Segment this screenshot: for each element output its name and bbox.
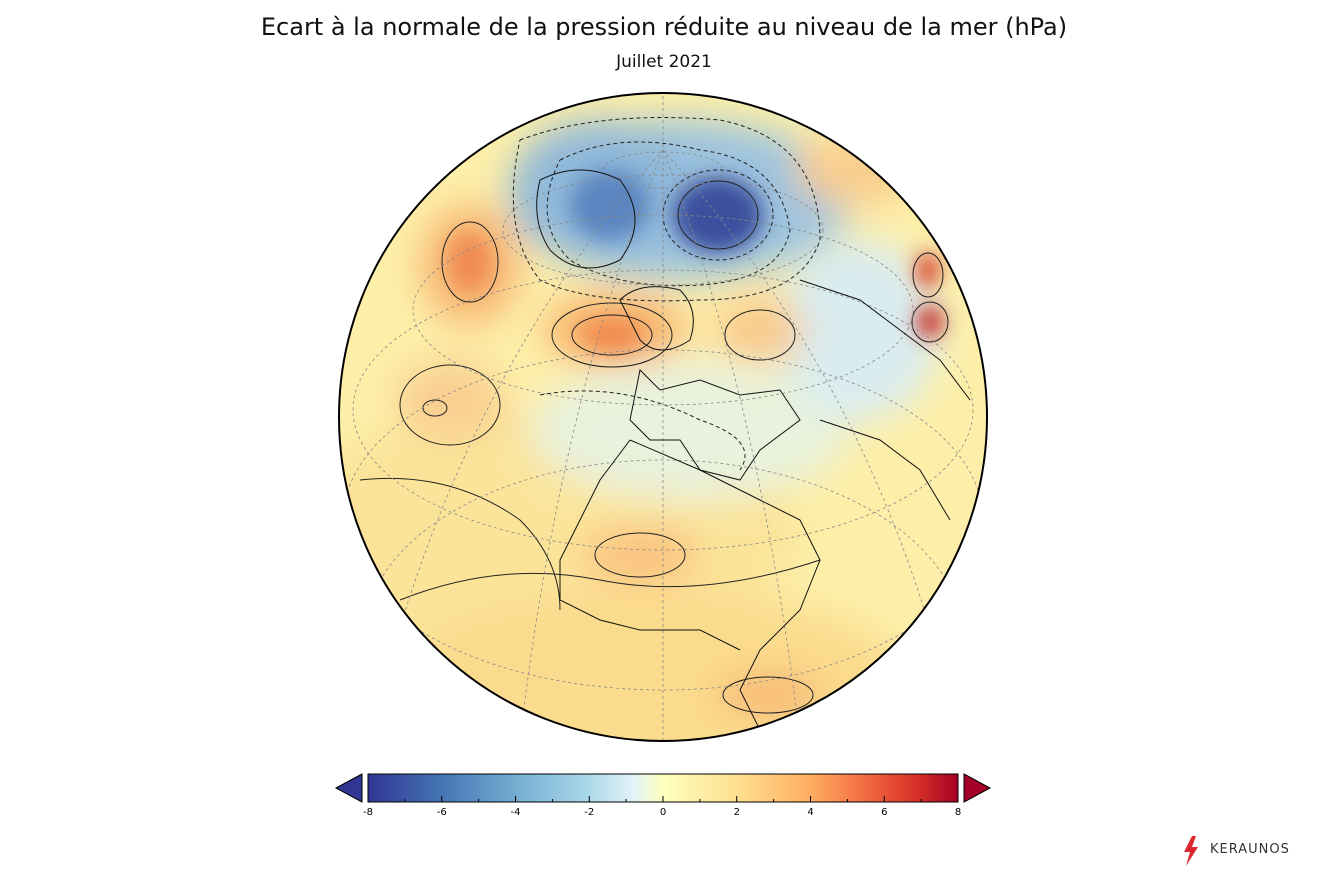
colorbar-min-extension (334, 773, 363, 803)
colorbar-tick-label: 2 (734, 807, 740, 818)
map-title: Ecart à la normale de la pression réduit… (260, 13, 1068, 41)
keraunos-logo: KERAUNOS (1180, 836, 1320, 866)
colorbar-tick-label: -8 (363, 807, 373, 818)
colorbar-ticks: -8 -6 -4 -2 0 2 4 6 8 (363, 796, 961, 818)
anomaly-field (339, 93, 987, 741)
colorbar-max-extension (963, 773, 992, 803)
colorbar-tick-label: 4 (807, 807, 813, 818)
colorbar-tick-label: 0 (660, 807, 666, 818)
lightning-bolt-icon (1184, 836, 1198, 866)
colorbar-tick-label: -2 (584, 807, 594, 818)
colorbar-tick-label: -4 (511, 807, 521, 818)
map-subtitle: Juillet 2021 (616, 52, 712, 72)
colorbar-tick-label: 8 (955, 807, 961, 818)
brand-name: KERAUNOS (1210, 842, 1290, 857)
colorbar-tick-label: -6 (437, 807, 447, 818)
colorbar-tick-label: 6 (881, 807, 887, 818)
globe-outline (338, 92, 988, 742)
